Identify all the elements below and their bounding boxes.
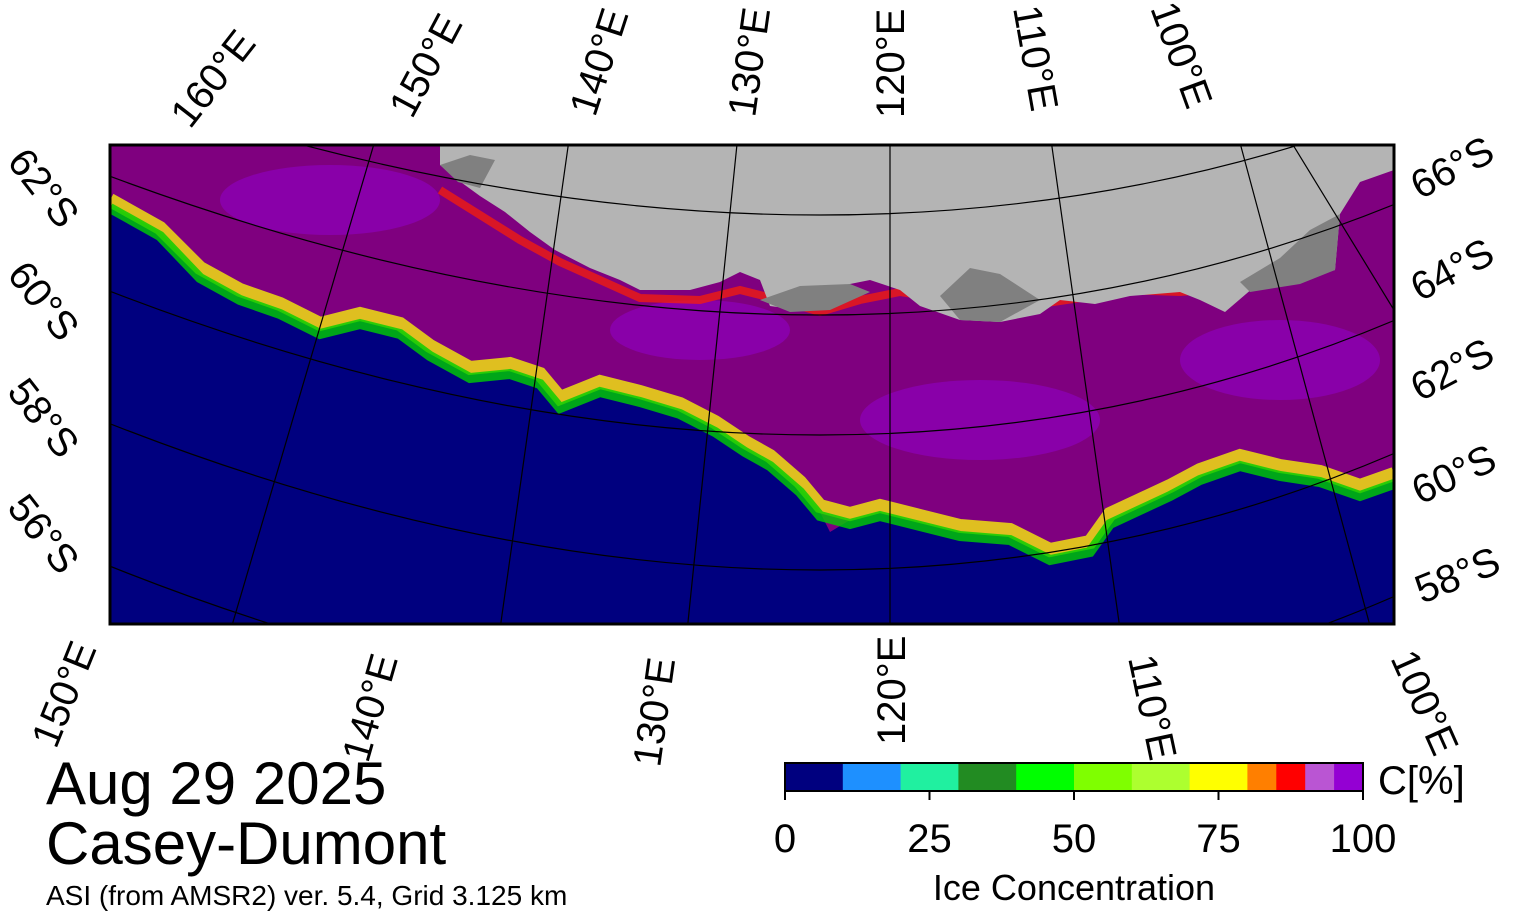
top-lon-label: 150°E — [381, 7, 471, 124]
top-lon-label: 160°E — [162, 22, 264, 135]
colorbar-bin — [958, 763, 1017, 791]
antarctic-continent — [440, 145, 1394, 322]
colorbar-bin — [842, 763, 902, 791]
low-concentration-patch — [220, 165, 440, 235]
bottom-lon-label: 110°E — [1119, 651, 1184, 764]
ice-edge-yellow-band — [110, 193, 1394, 558]
low-concentration-patch — [1180, 320, 1380, 400]
bottom-lon-label: 150°E — [24, 635, 106, 753]
colorbar — [785, 763, 1364, 791]
left-lat-label: 58°S — [0, 370, 87, 466]
bottom-lon-label: 100°E — [1382, 644, 1467, 762]
colorbar-bin — [1276, 763, 1306, 791]
top-longitude-labels: 160°E 150°E 140°E 130°E 120°E 110°E 100°… — [162, 0, 1220, 136]
right-lat-label: 60°S — [1405, 436, 1503, 513]
left-lat-label: 60°S — [0, 253, 87, 349]
colorbar-bin — [1247, 763, 1277, 791]
right-lat-label: 58°S — [1409, 539, 1506, 612]
colorbar-bin — [1131, 763, 1191, 791]
colorbar-bin — [900, 763, 959, 791]
colorbar-bin — [1074, 763, 1133, 791]
top-lon-label: 110°E — [1004, 2, 1066, 114]
bottom-lon-label: 140°E — [334, 649, 406, 766]
ice-shelf-dark — [440, 155, 495, 188]
right-lat-label: 66°S — [1404, 128, 1502, 208]
top-lon-label: 100°E — [1142, 0, 1221, 114]
top-lon-label: 140°E — [562, 3, 638, 121]
graticule — [110, 145, 1394, 624]
colorbar-bin — [1334, 763, 1364, 791]
map-frame — [108, 143, 1396, 626]
ice-edge-green-band — [110, 203, 1394, 566]
top-lon-label: 130°E — [720, 5, 779, 119]
colorbar-bin — [1016, 763, 1075, 791]
left-lat-label: 56°S — [0, 486, 87, 582]
left-lat-label: 62°S — [0, 140, 87, 236]
product-info: ASI (from AMSR2) ver. 5.4, Grid 3.125 km — [46, 880, 568, 911]
top-lon-label: 120°E — [869, 9, 913, 118]
colorbar-ticks — [784, 791, 1364, 800]
map-date: Aug 29 2025 — [46, 750, 387, 817]
bottom-lon-label: 130°E — [625, 655, 684, 769]
colorbar-bin — [1305, 763, 1335, 791]
right-latitude-labels: 66°S 64°S 62°S 60°S 58°S — [1404, 128, 1507, 612]
colorbar-bin — [1189, 763, 1248, 791]
colorbar-unit: C[%] — [1378, 759, 1465, 803]
colorbar-tick-label: 50 — [1051, 817, 1097, 861]
ice-shelf-dark — [760, 284, 870, 312]
right-lat-label: 62°S — [1404, 330, 1502, 410]
right-lat-label: 64°S — [1404, 230, 1502, 310]
colorbar-tick-label: 0 — [773, 817, 797, 861]
colorbar-tick-label: 100 — [1329, 817, 1397, 861]
low-concentration-patch — [860, 380, 1100, 460]
colorbar-title: Ice Concentration — [932, 867, 1216, 908]
bottom-lon-label: 120°E — [870, 636, 914, 745]
colorbar-tick-label: 25 — [907, 817, 952, 861]
region-name: Casey-Dumont — [46, 810, 447, 877]
low-concentration-patch — [610, 300, 790, 360]
colorbar-bin — [785, 763, 844, 791]
left-latitude-labels: 62°S 60°S 58°S 56°S — [0, 140, 87, 582]
colorbar-tick-label: 75 — [1196, 817, 1241, 861]
